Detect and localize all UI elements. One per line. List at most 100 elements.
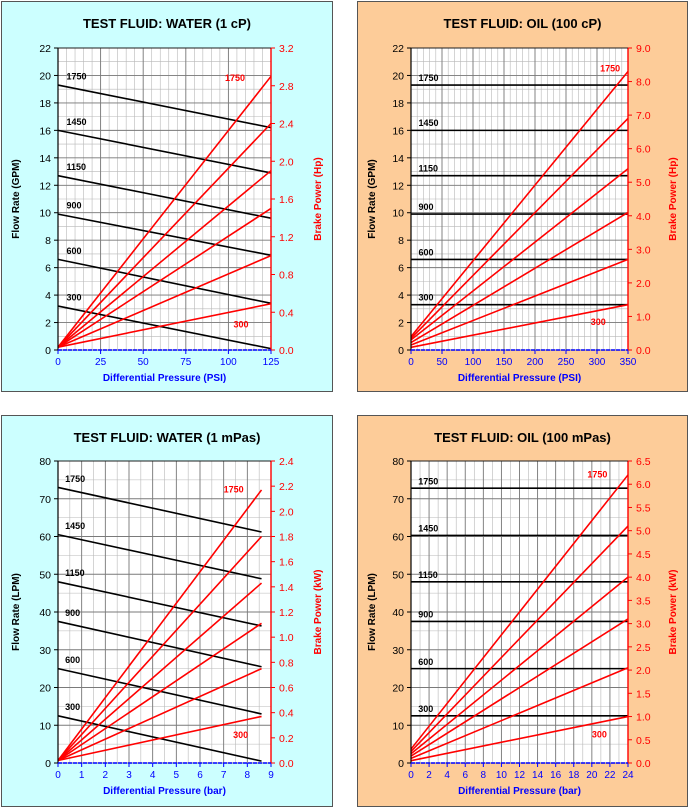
x-tick-label: 3 bbox=[126, 770, 132, 781]
power-curve-label: 1750 bbox=[600, 63, 620, 73]
power-line-300 bbox=[57, 302, 272, 348]
x-tick-label: 0 bbox=[55, 357, 61, 368]
y-tick-label: 22 bbox=[392, 43, 404, 55]
flow-curve-label: 1750 bbox=[418, 476, 438, 486]
y-tick-label: 12 bbox=[39, 180, 51, 192]
x-tick-label: 24 bbox=[622, 770, 634, 781]
y-tick-label: 4 bbox=[45, 290, 51, 302]
y-axis-label: Flow Rate (GPM) bbox=[11, 159, 22, 238]
y-tick-label: 18 bbox=[39, 98, 51, 110]
x-tick-label: 1 bbox=[79, 770, 85, 781]
flow-line-1750 bbox=[57, 486, 262, 533]
power-line-1750 bbox=[410, 474, 629, 750]
y2-tick-label: 6.0 bbox=[636, 144, 651, 156]
panel-oil-mpas: TEST FLUID: OIL (100 mPas) 0 2 4 6 8 10 12 14 16… bbox=[357, 415, 688, 807]
y-tick-label: 40 bbox=[392, 607, 404, 619]
y-tick-label: 18 bbox=[392, 98, 404, 110]
flow-curve-label: 1450 bbox=[65, 521, 85, 531]
y-tick-label: 8 bbox=[45, 235, 51, 247]
y2-tick-label: 1.0 bbox=[636, 712, 651, 724]
power-line-900 bbox=[57, 207, 272, 348]
power-line-600 bbox=[57, 667, 262, 762]
flow-line-1450 bbox=[57, 533, 262, 580]
y2-tick-label: 3.5 bbox=[636, 595, 651, 607]
x-tick-label: 125 bbox=[263, 357, 280, 368]
power-line-1450 bbox=[57, 535, 263, 762]
y2-tick-label: 0.4 bbox=[279, 708, 294, 720]
power-curve-label: 300 bbox=[233, 730, 248, 740]
power-line-1150 bbox=[57, 582, 263, 762]
power-line-1150 bbox=[57, 170, 272, 348]
y2-tick-label: 0.0 bbox=[636, 758, 651, 770]
x-tick-label: 14 bbox=[532, 770, 544, 781]
power-curve-label: 1750 bbox=[225, 73, 245, 83]
power-line-900 bbox=[410, 618, 629, 757]
flow-curve-label: 1750 bbox=[65, 474, 85, 484]
y-tick-label: 16 bbox=[392, 125, 404, 137]
y-tick-label: 30 bbox=[392, 645, 404, 657]
x-tick-label: 18 bbox=[568, 770, 580, 781]
y-tick-label: 0 bbox=[45, 758, 51, 770]
x-tick-label: 250 bbox=[558, 357, 575, 368]
x-axis-label: Differential Pressure (PSI) bbox=[103, 373, 226, 384]
y2-tick-label: 6.5 bbox=[636, 456, 651, 468]
flow-curve-label: 900 bbox=[418, 202, 433, 212]
chart-title: TEST FLUID: WATER (1 cP) bbox=[82, 16, 252, 31]
x-tick-label: 9 bbox=[268, 770, 274, 781]
power-curve-label: 300 bbox=[592, 729, 607, 739]
y2-tick-label: 0.4 bbox=[279, 307, 294, 319]
x-tick-label: 50 bbox=[138, 357, 150, 368]
x-tick-label: 50 bbox=[436, 357, 448, 368]
flow-curve-label: 900 bbox=[65, 608, 80, 618]
x-tick-label: 4 bbox=[444, 770, 450, 781]
y-tick-label: 50 bbox=[39, 569, 51, 581]
y2-tick-label: 9.0 bbox=[636, 43, 651, 55]
power-line-1750 bbox=[57, 75, 272, 348]
y2-tick-label: 2.0 bbox=[279, 506, 294, 518]
chart-oil-mpas: 0 2 4 6 8 10 12 14 16 18 20 22 24010203040506070800.… bbox=[367, 456, 679, 797]
y-tick-label: 20 bbox=[39, 683, 51, 695]
y2-tick-label: 0.8 bbox=[279, 657, 294, 669]
y2-axis-label: Brake Power (Hp) bbox=[313, 157, 324, 240]
y-tick-label: 4 bbox=[398, 290, 404, 302]
y2-tick-label: 5.5 bbox=[636, 502, 651, 514]
y-tick-label: 80 bbox=[392, 456, 404, 468]
flow-curve-label: 1150 bbox=[418, 164, 438, 174]
x-tick-label: 22 bbox=[604, 770, 616, 781]
y-tick-label: 2 bbox=[45, 318, 51, 330]
flow-line-900 bbox=[57, 620, 262, 668]
chart-water-mpas: 0 1 2 3 4 5 6 7 8 9 0 10 20 30 40 50 60 70 80 0.0 0.2 0.4 0.6 0… bbox=[11, 456, 324, 797]
y-tick-label: 40 bbox=[39, 607, 51, 619]
power-line-1750 bbox=[57, 489, 263, 761]
power-line-900 bbox=[410, 211, 629, 344]
flow-line-300 bbox=[57, 305, 272, 350]
x-axis-label: Differential Pressure (PSI) bbox=[458, 373, 581, 384]
x-axis-label: Differential Pressure (bar) bbox=[103, 786, 226, 797]
y-tick-label: 70 bbox=[392, 494, 404, 506]
y2-tick-label: 0.0 bbox=[279, 345, 294, 357]
x-tick-label: 350 bbox=[620, 357, 637, 368]
x-tick-label: 100 bbox=[220, 357, 237, 368]
x-tick-label: 150 bbox=[496, 357, 513, 368]
y-tick-label: 10 bbox=[39, 208, 51, 220]
y2-tick-label: 0.2 bbox=[279, 733, 294, 745]
power-line-1450 bbox=[410, 525, 629, 752]
y-tick-label: 14 bbox=[392, 153, 404, 165]
y2-tick-label: 1.6 bbox=[279, 194, 294, 206]
y2-tick-label: 2.0 bbox=[636, 665, 651, 677]
x-tick-label: 300 bbox=[589, 357, 606, 368]
power-curve-label: 300 bbox=[234, 319, 249, 329]
power-line-600 bbox=[410, 667, 629, 760]
y2-tick-label: 1.0 bbox=[636, 311, 651, 323]
x-tick-label: 0 bbox=[55, 770, 61, 781]
y2-tick-label: 2.0 bbox=[636, 278, 651, 290]
y2-tick-label: 2.4 bbox=[279, 119, 294, 131]
y-axis-label: Flow Rate (GPM) bbox=[367, 159, 378, 238]
flow-curve-label: 300 bbox=[418, 704, 433, 714]
y-tick-label: 30 bbox=[39, 645, 51, 657]
y-tick-label: 20 bbox=[392, 683, 404, 695]
y2-tick-label: 1.8 bbox=[279, 532, 294, 544]
power-curve-label: 1750 bbox=[224, 484, 244, 494]
x-tick-label: 6 bbox=[197, 770, 203, 781]
x-tick-label: 7 bbox=[221, 770, 227, 781]
